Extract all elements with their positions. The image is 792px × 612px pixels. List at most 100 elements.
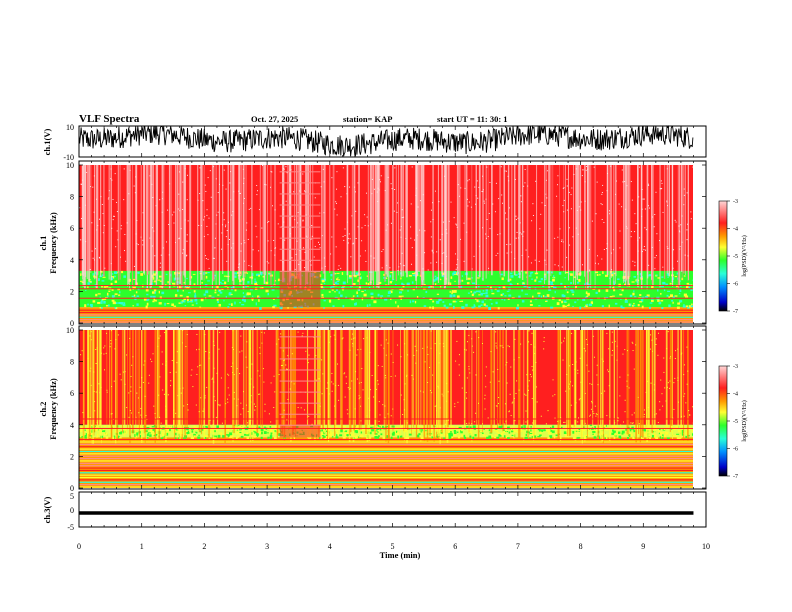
spectral-speckle: [297, 211, 299, 213]
spectral-speckle: [315, 379, 317, 381]
spectral-speckle: [245, 356, 247, 358]
spectral-speckle: [142, 244, 144, 246]
sferic-streak: [557, 330, 560, 442]
spectral-noise: [114, 307, 117, 309]
sferic-streak: [433, 330, 435, 442]
spectral-line: [79, 484, 693, 486]
spectral-noise: [412, 300, 415, 303]
spectral-noise: [191, 430, 194, 433]
spectral-noise: [452, 272, 455, 276]
spectral-noise: [247, 281, 250, 284]
spectral-noise: [490, 303, 493, 305]
spectral-noise: [244, 271, 248, 274]
spectral-speckle: [400, 236, 402, 238]
spectral-speckle: [250, 395, 252, 397]
spectral-noise: [367, 282, 370, 286]
spectral-noise: [401, 295, 404, 297]
spectral-speckle: [596, 374, 598, 376]
spectral-noise: [94, 428, 98, 432]
freq-tick-label: 10: [66, 326, 74, 335]
spectral-noise: [693, 305, 694, 306]
spectral-speckle: [225, 224, 227, 226]
spectral-speckle: [144, 360, 146, 362]
spectral-noise: [685, 435, 688, 438]
spectral-noise: [254, 282, 257, 286]
spectral-speckle: [399, 263, 401, 265]
spectral-speckle: [170, 380, 172, 382]
spectral-speckle: [485, 375, 487, 377]
spectral-noise: [321, 296, 325, 299]
spectral-speckle: [244, 242, 246, 244]
spectral-speckle: [625, 208, 627, 210]
spectral-noise: [538, 434, 541, 438]
spectral-speckle: [347, 237, 349, 239]
spectral-noise: [589, 299, 593, 301]
sferic-streak: [418, 330, 420, 433]
spectral-speckle: [683, 415, 685, 417]
spectral-speckle: [191, 369, 193, 371]
spectral-noise: [618, 431, 621, 434]
spectral-speckle: [402, 414, 404, 416]
spectral-speckle: [434, 405, 436, 407]
spectral-speckle: [178, 238, 180, 240]
spectral-speckle: [297, 407, 299, 409]
sferic-streak: [429, 330, 431, 436]
spectral-speckle: [527, 385, 529, 387]
spectral-noise: [270, 432, 273, 435]
spectral-speckle: [377, 187, 379, 189]
station-label: station= KAP: [343, 114, 392, 124]
spectral-speckle: [291, 257, 293, 259]
spectral-speckle: [580, 201, 582, 203]
spectral-speckle: [175, 371, 177, 373]
spectral-noise: [624, 270, 626, 273]
spectral-noise: [474, 434, 477, 437]
spectral-speckle: [571, 187, 573, 189]
spectral-speckle: [660, 188, 662, 190]
spectral-noise: [639, 273, 642, 276]
spectral-speckle: [585, 338, 587, 340]
sferic-streak: [558, 330, 560, 439]
spectral-noise: [672, 296, 675, 299]
spectral-speckle: [274, 247, 276, 249]
spectral-line: [79, 467, 693, 469]
spectral-noise: [186, 295, 189, 299]
spectral-speckle: [471, 338, 473, 340]
spectral-noise: [336, 278, 338, 281]
spectral-speckle: [669, 380, 671, 382]
spectral-speckle: [250, 419, 252, 421]
spectral-noise: [181, 300, 184, 302]
spectral-noise: [528, 437, 531, 439]
sferic-streak: [653, 330, 656, 438]
spectral-noise: [255, 302, 257, 306]
spectral-speckle: [495, 182, 497, 184]
spectral-speckle: [103, 224, 105, 226]
spectral-speckle: [378, 189, 380, 191]
spectral-speckle: [161, 198, 163, 200]
spectral-noise: [195, 431, 197, 433]
spectral-speckle: [284, 239, 286, 241]
spectral-noise: [319, 437, 322, 440]
narrowband-line: [79, 427, 693, 429]
spectral-noise: [241, 303, 245, 306]
freq-tick-label: 4: [70, 256, 74, 265]
spectral-speckle: [689, 414, 691, 416]
spectral-speckle: [148, 382, 150, 384]
sferic-streak: [87, 330, 90, 435]
sferic-streak: [307, 165, 309, 273]
spectral-speckle: [456, 267, 458, 269]
spectral-noise: [528, 275, 532, 277]
spectral-speckle: [563, 340, 565, 342]
spectral-speckle: [226, 260, 228, 262]
spectral-speckle: [468, 368, 470, 370]
spectral-speckle: [448, 220, 450, 222]
spectral-speckle: [573, 173, 575, 175]
spectral-noise: [323, 307, 325, 309]
spectral-speckle: [307, 362, 309, 364]
spectral-speckle: [611, 269, 613, 271]
sferic-streak: [478, 165, 481, 278]
spectral-noise: [578, 428, 581, 431]
spectral-speckle: [666, 205, 668, 207]
spectral-noise: [399, 435, 403, 438]
spectral-speckle: [162, 247, 164, 249]
spectral-noise: [99, 307, 102, 309]
